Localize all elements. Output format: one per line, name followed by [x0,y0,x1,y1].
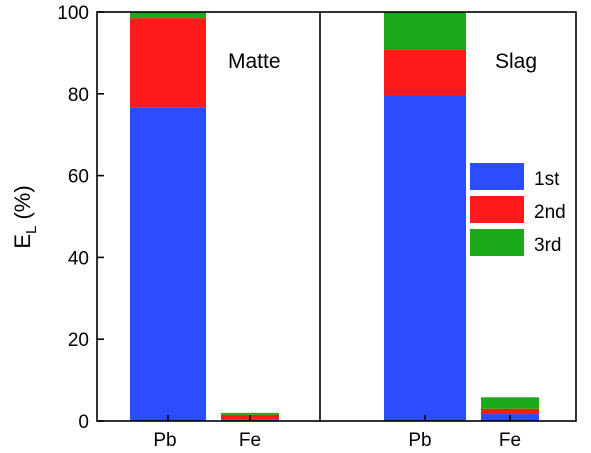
plot-frame [96,11,577,422]
bar-slag-pb-3rd [384,12,466,51]
bar-slag-fe-2nd [481,408,539,415]
legend-swatch-1st [470,163,524,190]
legend-swatch-2nd [470,196,524,223]
bar-matte-pb-3rd [130,12,206,19]
legend: 1st 2nd 3rd [470,163,566,256]
category-label-slag-fe: Fe [499,430,521,451]
plot-border [96,11,577,422]
y-tick-label: 0 [78,412,89,433]
y-axis-title-subscript: L [23,226,40,234]
bar-matte-fe-3rd [221,412,279,415]
category-label-matte-pb: Pb [153,430,176,451]
y-axis-title-unit: (%) [10,185,35,225]
bars-layer [130,12,539,421]
y-tick-label: 40 [68,248,89,269]
bar-matte-pb-2nd [130,18,206,108]
bar-slag-pb-2nd [384,50,466,96]
y-axis-ticks: 0 20 40 60 80 100 [57,3,511,433]
y-tick-label: 100 [57,3,89,24]
legend-swatch-3rd [470,229,524,256]
panel-title-matte: Matte [228,50,281,73]
bar-slag-pb-1st [384,95,466,421]
y-tick-label: 60 [68,167,89,188]
legend-label-1st: 1st [534,169,560,190]
legend-label-3rd: 3rd [534,235,561,256]
bar-slag-fe-3rd [481,397,539,409]
y-axis-title-main: E [10,234,35,249]
y-axis-title: EL (%) [10,185,40,248]
bar-matte-pb-1st [130,107,206,421]
panel-title-slag: Slag [495,50,537,73]
category-label-slag-pb: Pb [408,430,431,451]
y-tick-label: 20 [68,330,89,351]
category-label-matte-fe: Fe [239,430,261,451]
legend-label-2nd: 2nd [534,202,566,223]
y-tick-label: 80 [68,85,89,106]
